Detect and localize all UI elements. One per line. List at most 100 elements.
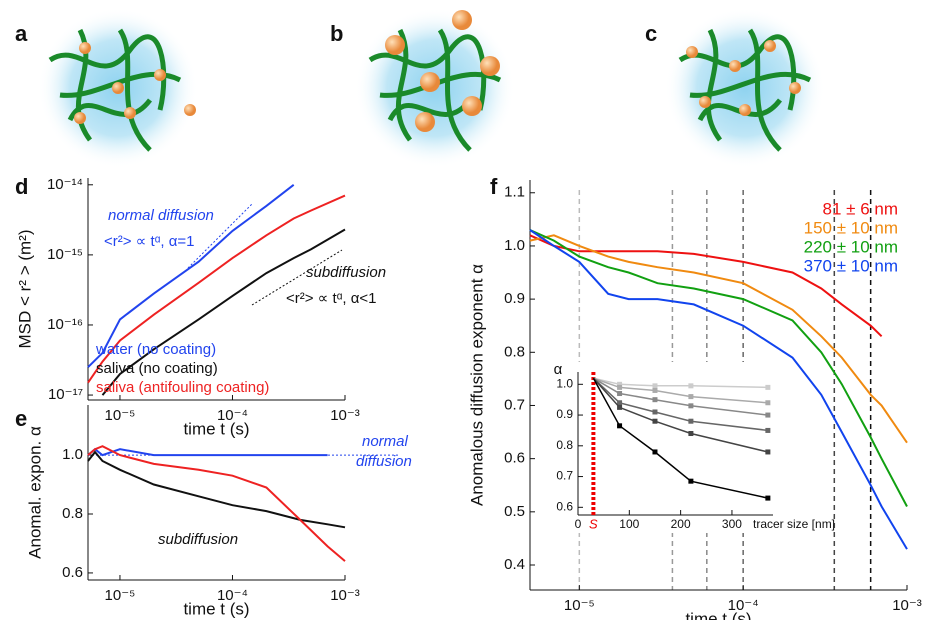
y-tick-label: 0.8: [62, 505, 83, 522]
annotation: subdiffusion: [306, 264, 386, 281]
data-point: [617, 404, 623, 410]
series-line: [87, 447, 328, 457]
y-tick-label: 0.8: [504, 343, 525, 360]
series-line: [529, 234, 883, 338]
y-tick-label: 1.0: [556, 376, 573, 390]
x-tick-label: 300: [722, 517, 742, 531]
data-point: [688, 394, 694, 400]
x-tick-label: 200: [671, 517, 691, 531]
x-tick-label: 10⁻³: [330, 407, 360, 424]
y-axis-label: α: [554, 361, 563, 378]
x-axis-label: time t (s): [685, 609, 751, 620]
panel: 0 100 200 300 0.6 0.7 0.8 0.9 1.0 tracer size [nm…: [548, 361, 835, 533]
x-tick-label: 10⁻⁵: [564, 597, 595, 614]
series-line: [529, 234, 908, 444]
y-tick-label: 10⁻¹⁷: [48, 386, 83, 403]
y-tick-label: 1.1: [504, 184, 525, 201]
data-point: [765, 400, 771, 406]
data-point: [688, 403, 694, 409]
y-tick-label: 10⁻¹⁶: [47, 316, 83, 333]
x-axis-label: time t (s): [183, 599, 249, 618]
annotation: normal diffusion: [108, 207, 214, 224]
panel-label: e: [15, 406, 27, 431]
data-point: [617, 391, 623, 397]
x-tick-label: 10⁻⁴: [728, 597, 759, 614]
y-tick-label: 1.0: [62, 446, 83, 463]
series-line: [87, 184, 295, 368]
y-tick-label: 0.6: [556, 499, 573, 513]
s-label: S: [589, 516, 598, 531]
panel: 10⁻⁵ 10⁻⁴ 10⁻³ 0.4 0.5 0.6 0.7 0.8 0.9 1.0 1.1 time…: [467, 180, 922, 620]
y-tick-label: 0.6: [62, 564, 83, 581]
series-line: [87, 450, 346, 529]
guide-line: [251, 249, 343, 306]
x-tick-label: 100: [619, 517, 639, 531]
annotation: diffusion: [356, 453, 412, 470]
y-tick-label: 0.7: [556, 469, 573, 483]
data-point: [765, 495, 771, 501]
data-point: [652, 387, 658, 393]
legend-entry: water (no coating): [95, 341, 216, 358]
legend-entry: 370 ± 10 nm: [804, 256, 898, 275]
data-point: [765, 427, 771, 433]
x-tick-label: 10⁻⁴: [217, 587, 248, 604]
data-point: [688, 418, 694, 424]
data-point: [688, 431, 694, 437]
y-tick-label: 0.5: [504, 503, 525, 520]
series-line: [529, 229, 908, 507]
data-point: [652, 449, 658, 455]
series-line: [101, 228, 346, 396]
x-axis-label: tracer size [nm]: [753, 517, 835, 531]
x-tick-label: 10⁻³: [892, 597, 922, 614]
panel-label: a: [15, 21, 28, 46]
data-point: [617, 384, 623, 390]
panel-label: f: [490, 174, 498, 199]
y-axis-label: Anomalous diffusion exponent α: [467, 264, 486, 506]
panel-label: c: [645, 21, 657, 46]
illustration-a: [38, 8, 198, 168]
y-tick-label: 0.7: [504, 396, 525, 413]
inset-background: [548, 362, 783, 533]
y-axis-label: MSD < r² > (m²): [15, 230, 34, 349]
data-point: [652, 418, 658, 424]
y-tick-label: 0.4: [504, 556, 525, 573]
legend-entry: 81 ± 6 nm: [823, 199, 898, 218]
annotation: <r²> ∝ tᵅ, α=1: [104, 233, 195, 250]
data-point: [652, 409, 658, 415]
annotation: subdiffusion: [158, 531, 238, 548]
y-tick-label: 1.0: [504, 237, 525, 254]
y-tick-label: 0.9: [504, 290, 525, 307]
data-point: [617, 381, 623, 387]
legend-entry: 150 ± 10 nm: [804, 218, 898, 237]
data-point: [765, 449, 771, 455]
legend-entry: saliva (no coating): [96, 360, 218, 377]
y-tick-label: 10⁻¹⁴: [47, 176, 83, 193]
panel-label: d: [15, 174, 28, 199]
annotation: normal: [362, 433, 409, 450]
illustration-c: [665, 8, 825, 168]
x-axis-label: time t (s): [183, 419, 249, 438]
panel: 10⁻⁵ 10⁻⁴ 10⁻³ 0.6 0.8 1.0 time t (s) Anomal. e…: [25, 405, 412, 618]
y-axis-label: Anomal. expon. α: [25, 426, 44, 559]
data-point: [652, 397, 658, 403]
data-point: [617, 423, 623, 429]
series-line: [87, 194, 346, 384]
y-tick-label: 10⁻¹⁵: [47, 246, 83, 263]
series-line: [529, 229, 908, 550]
y-tick-label: 0.8: [556, 438, 573, 452]
x-tick-label: 0: [575, 517, 582, 531]
series-line: [87, 445, 346, 562]
panel: 10⁻⁵ 10⁻⁴ 10⁻³ 10⁻¹⁷ 10⁻¹⁶ 10⁻¹⁵ 10⁻¹⁴ time t (…: [15, 176, 386, 439]
x-tick-label: 10⁻³: [330, 587, 360, 604]
illustration-b: [355, 8, 515, 168]
data-point: [688, 478, 694, 484]
data-point: [617, 400, 623, 406]
guide-line: [187, 203, 253, 269]
legend-entry: 220 ± 10 nm: [804, 237, 898, 256]
x-tick-label: 10⁻⁵: [105, 407, 136, 424]
x-tick-label: 10⁻⁴: [217, 407, 248, 424]
data-point: [765, 412, 771, 418]
data-point: [688, 383, 694, 389]
